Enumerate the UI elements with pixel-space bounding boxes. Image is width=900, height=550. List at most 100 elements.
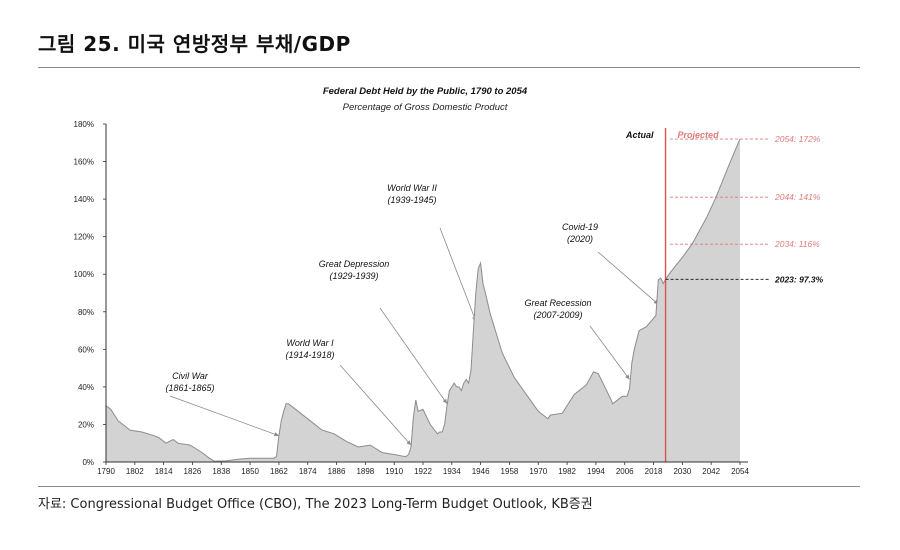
data-point xyxy=(141,431,142,432)
annotation-arrowhead xyxy=(406,440,411,446)
annotation-label: Covid-19 xyxy=(562,222,598,232)
data-point xyxy=(202,452,203,453)
actual-label: Actual xyxy=(625,130,654,140)
x-tick-label: 1970 xyxy=(529,467,547,476)
data-point xyxy=(382,452,383,453)
annotation-arrow xyxy=(169,395,280,437)
x-tick-label: 1802 xyxy=(126,467,144,476)
annotation-arrow xyxy=(439,227,477,322)
data-point xyxy=(274,458,275,459)
x-axis: 1790 1802 1814 1826 1838 1850 1862 1874 1886 1898… xyxy=(97,461,749,476)
annotation-label: World War I xyxy=(286,338,334,348)
data-point xyxy=(475,292,476,293)
x-tick-label: 1994 xyxy=(587,467,605,476)
x-tick-label: 2030 xyxy=(673,467,691,476)
data-point xyxy=(238,459,239,460)
marker-label: 2034: 116% xyxy=(774,239,820,249)
x-tick-label: 1946 xyxy=(472,467,490,476)
x-tick-label: 1886 xyxy=(328,467,346,476)
data-point xyxy=(547,418,548,419)
data-point xyxy=(663,283,664,284)
data-point xyxy=(466,379,467,380)
data-point xyxy=(288,403,289,404)
data-point xyxy=(627,396,628,397)
data-point xyxy=(593,371,594,372)
annotation-arrow xyxy=(339,364,412,446)
data-point xyxy=(610,398,611,399)
data-point xyxy=(250,458,251,459)
data-point xyxy=(406,456,407,457)
data-point xyxy=(451,386,452,387)
y-tick-label: 180% xyxy=(74,120,94,129)
data-point xyxy=(629,388,630,389)
data-point xyxy=(482,283,483,284)
data-point xyxy=(706,217,707,218)
x-tick-label: 1910 xyxy=(385,467,403,476)
annotation-label: Great Depression xyxy=(319,259,390,269)
data-point xyxy=(153,435,154,436)
data-point xyxy=(437,433,438,434)
x-tick-label: 2042 xyxy=(702,467,720,476)
y-tick-label: 100% xyxy=(74,270,94,279)
x-tick-label: 2006 xyxy=(616,467,634,476)
data-point xyxy=(463,383,464,384)
data-point xyxy=(658,279,659,280)
marker-label: 2054: 172% xyxy=(774,134,821,144)
data-point xyxy=(461,390,462,391)
x-tick-label: 1814 xyxy=(155,467,173,476)
data-point xyxy=(456,386,457,387)
data-point xyxy=(660,277,661,278)
data-point xyxy=(631,362,632,363)
data-point xyxy=(490,313,491,314)
data-point xyxy=(485,292,486,293)
data-point xyxy=(622,396,623,397)
y-tick-label: 160% xyxy=(74,158,94,167)
annotation-arrowhead xyxy=(442,398,447,404)
y-tick-label: 80% xyxy=(78,308,94,317)
data-point xyxy=(422,409,423,410)
data-point xyxy=(612,403,613,404)
y-tick-label: 140% xyxy=(74,195,94,204)
data-point xyxy=(550,415,551,416)
data-point xyxy=(226,460,227,461)
data-point xyxy=(262,458,263,459)
data-point xyxy=(177,443,178,444)
data-point xyxy=(458,386,459,387)
data-point xyxy=(446,405,447,406)
debt-chart: Federal Debt Held by the Public, 1790 to… xyxy=(74,86,824,476)
data-point xyxy=(538,411,539,412)
data-point xyxy=(586,384,587,385)
data-point xyxy=(470,369,471,370)
data-point xyxy=(730,161,731,162)
data-point xyxy=(502,353,503,354)
data-point xyxy=(281,420,282,421)
figure-title: 그림 25. 미국 연방정부 부채/GDP xyxy=(38,32,351,56)
annotation-label: World War II xyxy=(387,183,437,193)
x-tick-label: 1958 xyxy=(501,467,519,476)
y-axis: 0% 20% 40% 60% 80% 100% 120% 140% 160% 180% xyxy=(74,120,107,467)
data-point xyxy=(370,445,371,446)
x-tick-label: 2054 xyxy=(731,467,749,476)
data-point xyxy=(415,399,416,400)
y-tick-label: 0% xyxy=(82,458,94,467)
data-point xyxy=(394,454,395,455)
data-point xyxy=(283,411,284,412)
data-point xyxy=(413,416,414,417)
data-point xyxy=(158,437,159,438)
x-tick-label: 1790 xyxy=(97,467,115,476)
annotation-period: (1914-1918) xyxy=(285,350,334,360)
data-point xyxy=(670,272,671,273)
data-point xyxy=(468,383,469,384)
data-point xyxy=(473,330,474,331)
annotations: Civil War (1861-1865) World War I (1914-191… xyxy=(165,183,598,393)
data-point xyxy=(276,456,277,457)
data-point xyxy=(480,262,481,263)
annotation-period: (1939-1945) xyxy=(387,195,436,205)
bottom-divider xyxy=(38,486,860,487)
x-tick-label: 1934 xyxy=(443,467,461,476)
annotation-label: Civil War xyxy=(172,371,209,381)
debt-area xyxy=(106,139,740,462)
annotation-arrow xyxy=(379,307,448,405)
annotation-label: Great Recession xyxy=(524,298,591,308)
projected-label: Projected xyxy=(678,130,720,140)
